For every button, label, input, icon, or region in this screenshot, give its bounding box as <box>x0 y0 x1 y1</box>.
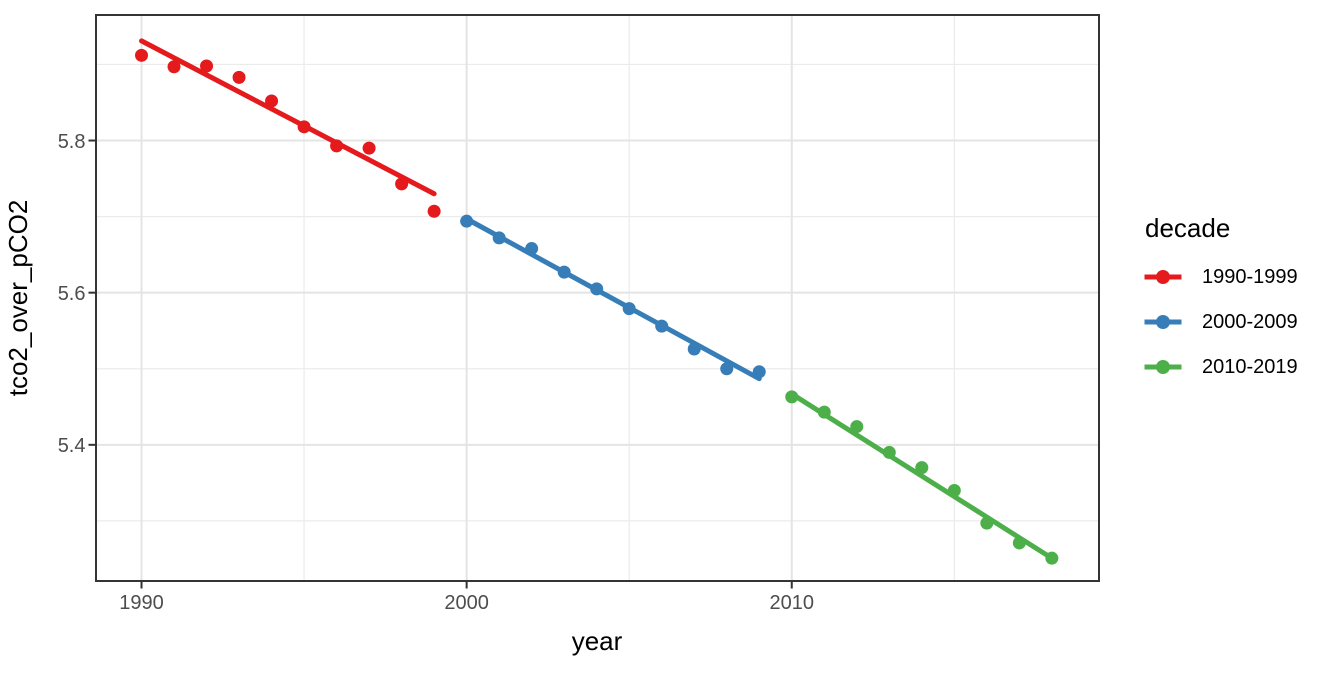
data-point <box>622 302 636 316</box>
data-point <box>720 362 734 376</box>
data-point <box>460 214 474 228</box>
data-point <box>655 319 669 333</box>
trend-line <box>464 216 762 382</box>
data-point <box>947 483 961 497</box>
data-point <box>752 365 766 379</box>
data-point <box>200 59 214 73</box>
y-tick-label: 5.8 <box>58 131 86 153</box>
legend-entry: 1990-1999 <box>1143 265 1298 289</box>
data-point <box>785 390 799 404</box>
x-tick-label: 2000 <box>444 592 489 614</box>
legend-key-dot <box>1156 270 1170 284</box>
data-point <box>1045 551 1059 565</box>
x-tick-label: 2010 <box>770 592 815 614</box>
data-point <box>330 139 344 153</box>
legend-entry: 2010-2019 <box>1143 355 1298 379</box>
axis-tick-marks <box>88 139 793 589</box>
legend-entries: 1990-1999 2000-2009 2010-2019 <box>1143 265 1298 379</box>
data-point <box>232 70 246 84</box>
data-point <box>525 242 539 256</box>
data-point <box>882 445 896 459</box>
trend-line <box>139 38 437 197</box>
data-point <box>817 405 831 419</box>
x-axis-title: year <box>572 626 623 656</box>
legend-key-icon <box>1144 360 1182 374</box>
data-point <box>167 60 181 74</box>
legend: decade 1990-1999 2000-2009 2010-2019 <box>1143 213 1298 400</box>
y-tick-label: 5.6 <box>58 283 86 305</box>
data-point <box>362 141 376 155</box>
data-point <box>915 461 929 475</box>
data-point <box>492 231 506 245</box>
data-point <box>1012 536 1026 550</box>
data-point <box>590 282 604 296</box>
legend-entry-label: 2000-2009 <box>1202 310 1298 333</box>
data-point <box>135 48 149 62</box>
legend-key-icon <box>1144 315 1182 329</box>
data-point <box>557 265 571 279</box>
legend-entry-label: 2010-2019 <box>1202 355 1298 378</box>
legend-key-dot <box>1156 315 1170 329</box>
data-point <box>427 204 441 218</box>
data-point <box>395 177 409 191</box>
gridlines <box>96 15 1099 581</box>
y-tick-label: 5.4 <box>58 435 86 457</box>
data-point <box>850 420 864 434</box>
legend-key-dot <box>1156 360 1170 374</box>
legend-entry: 2000-2009 <box>1143 310 1298 334</box>
data-point <box>980 516 994 530</box>
panel-border <box>95 14 1100 582</box>
legend-title: decade <box>1145 213 1231 243</box>
data-series <box>135 38 1059 565</box>
trend-line <box>789 391 1055 561</box>
legend-entry-label: 1990-1999 <box>1202 265 1298 288</box>
data-point <box>687 342 701 356</box>
data-point <box>297 120 311 134</box>
axis-tick-labels: 1990 2000 2010 5.8 5.6 5.4 <box>58 131 814 614</box>
data-point <box>265 94 279 108</box>
x-tick-label: 1990 <box>119 592 164 614</box>
y-axis-title: tco2_over_pCO2 <box>3 200 33 397</box>
legend-key-icon <box>1144 270 1182 284</box>
